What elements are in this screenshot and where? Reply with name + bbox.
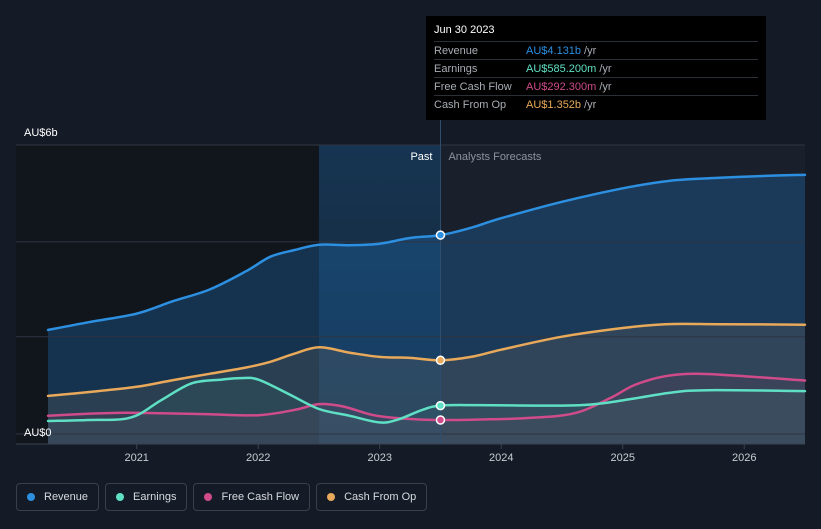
tooltip: Jun 30 2023 Revenue AU$4.131b /yr Earnin… (426, 16, 766, 120)
tooltip-row-cash-from-op: Cash From Op AU$1.352b /yr (434, 95, 758, 113)
area-free-cash-flow (48, 373, 805, 444)
x-tick-label-2025: 2025 (610, 452, 634, 464)
legend-item-earnings[interactable]: Earnings (105, 483, 188, 511)
forecast-background (440, 145, 805, 444)
legend-label: Free Cash Flow (221, 491, 300, 503)
legend-label: Revenue (44, 491, 89, 503)
line-earnings (46, 376, 807, 424)
legend-item-free-cash-flow[interactable]: Free Cash Flow (193, 483, 311, 511)
legend-label: Cash From Op (344, 491, 417, 503)
tooltip-unit: /yr (599, 62, 612, 75)
area-earnings (48, 377, 805, 444)
legend: Revenue Earnings Free Cash Flow Cash Fro… (16, 483, 428, 511)
legend-dot-icon (204, 493, 213, 501)
tooltip-date: Jun 30 2023 (434, 24, 495, 36)
legend-dot-icon (27, 493, 35, 501)
y-axis-bottom-label: AU$0 (24, 427, 52, 439)
tooltip-label: Cash From Op (434, 98, 507, 111)
legend-dot-icon (327, 493, 336, 501)
legend-label: Earnings (133, 491, 177, 503)
tooltip-unit: /yr (584, 44, 597, 57)
legend-item-revenue[interactable]: Revenue (16, 483, 100, 511)
past-label: Past (410, 151, 432, 163)
tooltip-label: Revenue (434, 44, 479, 57)
tooltip-unit: /yr (599, 80, 612, 93)
forecast-label: Analysts Forecasts (448, 151, 541, 163)
tooltip-label: Earnings (434, 62, 478, 75)
marker-revenue (435, 230, 446, 240)
y-axis-top-label: AU$6b (24, 127, 58, 139)
line-revenue (46, 173, 807, 332)
legend-item-cash-from-op[interactable]: Cash From Op (316, 483, 428, 511)
past-highlight-band (318, 145, 441, 444)
tooltip-value: AU$1.352b (526, 98, 582, 111)
line-cash-from-op (46, 322, 807, 398)
tooltip-value: AU$585.200m (526, 62, 597, 75)
tooltip-value: AU$292.300m (526, 80, 597, 93)
tooltip-row-free-cash-flow: Free Cash Flow AU$292.300m /yr (434, 77, 758, 95)
x-tick-label-2022: 2022 (246, 452, 270, 464)
tooltip-row-earnings: Earnings AU$585.200m /yr (434, 59, 758, 77)
tooltip-label: Free Cash Flow (434, 80, 512, 93)
legend-dot-icon (116, 493, 125, 501)
tooltip-row-revenue: Revenue AU$4.131b /yr (434, 41, 758, 59)
marker-cash-from-op (435, 355, 446, 366)
tooltip-unit: /yr (584, 98, 597, 111)
marker-free-cash-flow (435, 415, 446, 425)
x-tick-label-2023: 2023 (367, 452, 391, 464)
x-tick-label-2024: 2024 (489, 452, 513, 464)
x-tick-label-2021: 2021 (124, 452, 148, 464)
x-tick-label-2026: 2026 (732, 452, 756, 464)
marker-earnings (435, 400, 446, 411)
tooltip-value: AU$4.131b (526, 44, 582, 57)
